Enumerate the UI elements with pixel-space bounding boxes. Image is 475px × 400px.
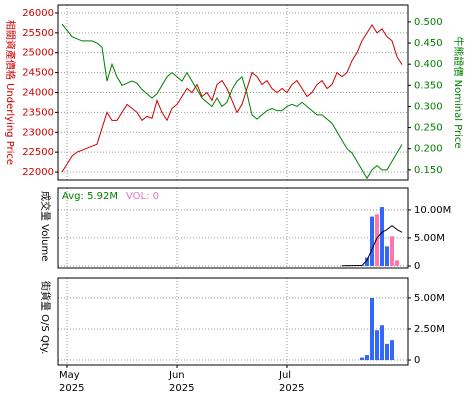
line-series [61,23,403,180]
y2-tick-label: 0.450 [414,38,443,49]
y-tick-label: 26000 [22,8,54,19]
y-axis-title: 相關資產價格 Underlying Price [4,20,17,165]
y-tick-label: 22000 [22,167,54,178]
x-tick-label: May [59,370,80,381]
panel-frame [57,187,409,269]
y-tick-label: 23500 [22,107,54,118]
bar [365,355,369,361]
bar [390,340,394,361]
bar [385,246,389,266]
y-tick-label: 0 [414,261,420,272]
y2-tick-label: 0.300 [414,101,443,112]
legend-text: VOL: 0 [126,191,159,202]
y-tick-label: 25500 [22,28,54,39]
y-tick-label: 2.50M [414,324,445,335]
y2-tick-label: 0.500 [414,17,443,28]
bar [360,357,364,361]
x-tick-year: 2025 [169,383,194,394]
bar [370,297,374,361]
y-axis-title: 街貨量 O/S Qty. [39,281,52,354]
bar [395,260,399,266]
y2-tick-label: 0.250 [414,123,443,134]
bar [380,325,384,361]
y-tick-label: 23000 [22,127,54,138]
x-tick-year: 2025 [279,383,304,394]
line-series [61,23,403,173]
y2-tick-label: 0.150 [414,165,443,176]
y-tick-label: 5.00M [414,293,445,304]
y-tick-label: 24000 [22,88,54,99]
y2-tick-label: 0.200 [414,144,443,155]
line-series [341,224,403,267]
y2-tick-label: 0.350 [414,80,443,91]
y-tick-label: 25000 [22,48,54,59]
bar [375,330,379,361]
x-tick-label: Jun [168,370,185,381]
bar [340,265,344,267]
y-tick-label: 5.00M [414,233,445,244]
x-tick-label: Jul [278,370,291,381]
legend-text: Avg: 5.92M [62,191,118,202]
panel-frame [57,277,409,366]
y-axis-title: 成交量 Volume [39,191,52,261]
panel-frame [57,4,409,181]
y-tick-label: 24500 [22,68,54,79]
bar [390,236,394,266]
y-tick-label: 10.00M [414,205,451,216]
bar [365,257,369,266]
y-tick-label: 0 [414,355,420,366]
y-tick-label: 22500 [22,147,54,158]
bar [370,216,374,266]
x-tick-year: 2025 [59,383,84,394]
y2-axis-title: 牛熊證價 Nominal Price [452,36,465,148]
bar [380,207,384,266]
bar [385,343,389,361]
bar [375,214,379,266]
y2-tick-label: 0.400 [414,59,443,70]
